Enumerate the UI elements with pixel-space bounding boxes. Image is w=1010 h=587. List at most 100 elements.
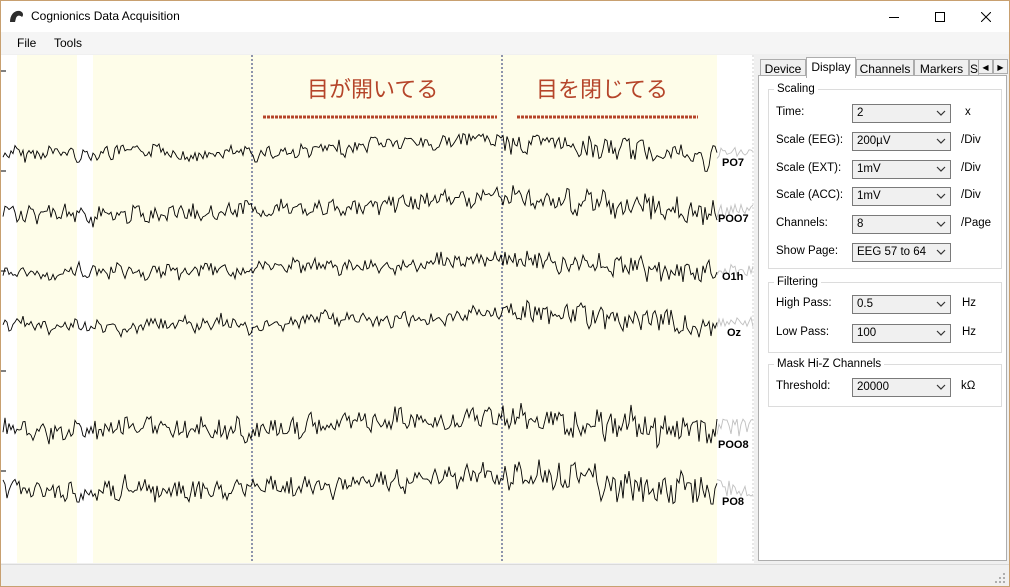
close-icon: [981, 11, 991, 22]
minimize-button[interactable]: [871, 1, 917, 32]
channel-label-o1h: O1h: [722, 271, 744, 283]
menu-bar: File Tools: [1, 32, 1009, 54]
tab-display[interactable]: Display: [806, 57, 856, 78]
show-page-select[interactable]: EEG 57 to 64: [852, 243, 951, 262]
threshold-label: Threshold:: [776, 380, 831, 392]
eeg-trace-faded: [716, 202, 754, 218]
eeg-trace-poo8: [2, 403, 718, 449]
high-pass-value: 0.5: [857, 298, 873, 310]
channel-label-po8: PO8: [722, 496, 744, 508]
display-tab-content: Scaling Time: 2 x Scale (EEG): 200µV /Di…: [758, 75, 1007, 561]
threshold-value: 20000: [857, 381, 889, 393]
scale-ext-unit: /Div: [961, 162, 981, 174]
tab-markers[interactable]: Markers: [914, 59, 969, 77]
chevron-down-icon: [936, 384, 946, 390]
scale-acc-unit: /Div: [961, 189, 981, 201]
scale-eeg-select[interactable]: 200µV: [852, 132, 951, 151]
channels-unit: /Page: [961, 217, 992, 229]
eeg-trace-poo7: [2, 185, 718, 228]
menu-file[interactable]: File: [17, 36, 37, 50]
eeg-trace-faded: [716, 146, 754, 159]
chevron-down-icon: [936, 193, 946, 199]
channels-value: 8: [857, 218, 864, 230]
low-pass-unit: Hz: [962, 326, 977, 338]
time-label: Time:: [776, 106, 805, 118]
scale-ext-label: Scale (EXT):: [776, 162, 842, 174]
tab-scroll-right-button[interactable]: ▶: [993, 59, 1008, 74]
scale-ext-value: 1mV: [857, 163, 881, 175]
eeg-trace-faded: [716, 315, 754, 328]
tab-scroll-left-button[interactable]: ◀: [978, 59, 993, 74]
highlight-band-2: [93, 55, 717, 563]
mask-group-title: Mask Hi-Z Channels: [777, 358, 882, 370]
chevron-down-icon: [936, 138, 946, 144]
window-title: Cognionics Data Acquisition: [31, 9, 180, 23]
high-pass-unit: Hz: [962, 297, 977, 309]
channels-select[interactable]: 8: [852, 215, 951, 234]
tab-channels[interactable]: Channels: [856, 59, 914, 77]
close-button[interactable]: [963, 1, 1009, 32]
eeg-trace-po8: [2, 459, 718, 505]
highlight-band-1: [17, 55, 77, 563]
scale-eeg-unit: /Div: [961, 134, 981, 146]
channel-label-poo8: POO8: [718, 439, 749, 451]
threshold-select[interactable]: 20000: [852, 378, 951, 397]
minimize-icon: [889, 16, 899, 18]
resize-grip-icon[interactable]: [994, 572, 1006, 584]
filtering-group: Filtering: [768, 276, 1002, 353]
eeg-trace-faded: [716, 418, 754, 437]
arrow-right-icon: ▶: [997, 63, 1004, 72]
arrow-left-icon: ◀: [982, 63, 989, 72]
tab-device[interactable]: Device: [760, 59, 806, 77]
annotation-eyes-closed: 目を閉じてる: [536, 78, 668, 103]
settings-panel: Device Display Channels Markers S ◀ ▶ Sc…: [758, 55, 1008, 563]
show-page-value: EEG 57 to 64: [857, 246, 927, 258]
status-bar: [1, 564, 1009, 586]
chevron-down-icon: [936, 110, 946, 116]
eeg-traces: [2, 133, 754, 505]
show-page-label: Show Page:: [776, 245, 839, 257]
scale-eeg-value: 200µV: [857, 135, 891, 147]
channel-label-poo7: POO7: [718, 213, 749, 225]
title-bar[interactable]: Cognionics Data Acquisition: [1, 1, 1009, 32]
maximize-button[interactable]: [917, 1, 963, 32]
low-pass-label: Low Pass:: [776, 326, 830, 338]
chevron-down-icon: [936, 330, 946, 336]
chevron-down-icon: [936, 301, 946, 307]
time-value: 2: [857, 107, 864, 119]
scale-ext-select[interactable]: 1mV: [852, 160, 951, 179]
scale-acc-value: 1mV: [857, 190, 881, 202]
eeg-trace-po7: [2, 133, 718, 172]
mask-group: Mask Hi-Z Channels: [768, 358, 1002, 407]
threshold-unit: kΩ: [961, 380, 976, 392]
eeg-trace-faded: [716, 479, 754, 497]
eeg-trace-faded: [716, 263, 754, 277]
high-pass-select[interactable]: 0.5: [852, 295, 951, 314]
time-select[interactable]: 2: [852, 104, 951, 123]
high-pass-label: High Pass:: [776, 297, 832, 309]
maximize-icon: [935, 11, 945, 22]
scaling-group-title: Scaling: [777, 83, 815, 95]
app-logo-icon: [10, 10, 24, 22]
scaling-group: Scaling: [768, 83, 1002, 269]
eeg-trace-o1h: [2, 250, 718, 283]
eeg-plot-area[interactable]: 目が開いてる 目を閉じてる PO7 POO7 O1h Oz POO8 PO8: [1, 55, 754, 563]
y-axis-ticks: [1, 70, 6, 472]
time-unit: x: [965, 106, 971, 118]
eeg-trace-oz: [2, 299, 718, 339]
chevron-down-icon: [936, 166, 946, 172]
filtering-group-title: Filtering: [777, 276, 818, 288]
chevron-down-icon: [936, 249, 946, 255]
menu-tools[interactable]: Tools: [54, 36, 83, 50]
scale-acc-label: Scale (ACC):: [776, 189, 844, 201]
scale-eeg-label: Scale (EEG):: [776, 134, 844, 146]
scale-acc-select[interactable]: 1mV: [852, 187, 951, 206]
channel-label-po7: PO7: [722, 157, 744, 169]
channel-label-oz: Oz: [727, 327, 742, 339]
low-pass-value: 100: [857, 327, 877, 339]
eeg-signal-chart: 目が開いてる 目を閉じてる PO7 POO7 O1h Oz POO8 PO8: [1, 55, 754, 563]
channels-label: Channels:: [776, 217, 828, 229]
low-pass-select[interactable]: 100: [852, 324, 951, 343]
annotation-eyes-open: 目が開いてる: [307, 78, 438, 103]
